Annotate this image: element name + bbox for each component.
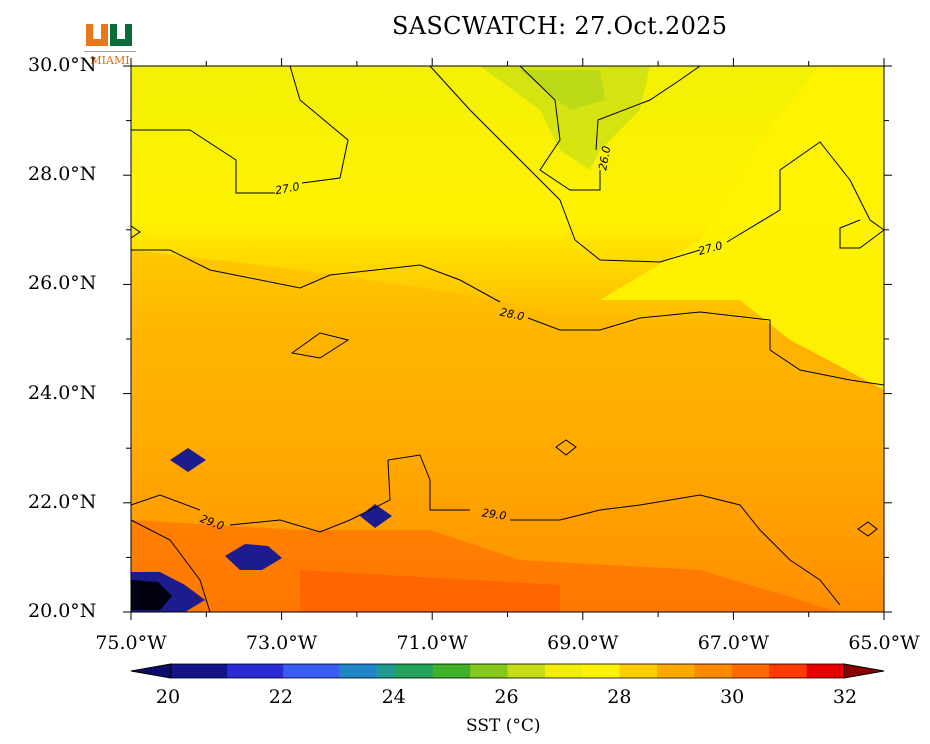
colorbar-segment — [488, 664, 508, 678]
colorbar-tick-label: 22 — [268, 686, 293, 708]
colorbar-segment — [245, 664, 265, 678]
colorbar-segment — [320, 664, 340, 678]
colorbar-segment — [189, 664, 209, 678]
logo-rule — [84, 51, 136, 52]
colorbar-segment — [227, 664, 247, 678]
x-tick-label: 65.0°W — [848, 632, 920, 654]
colorbar-segment — [619, 664, 639, 678]
colorbar-title: SST (°C) — [466, 716, 541, 736]
contour-label: 29.0 — [481, 506, 507, 522]
colorbar-segment — [414, 664, 434, 678]
colorbar-segment — [694, 664, 714, 678]
y-tick-label: 22.0°N — [28, 490, 97, 513]
colorbar-segment — [432, 664, 452, 678]
colorbar-segment — [638, 664, 658, 678]
miami-logo: MIAMI — [82, 20, 138, 70]
colorbar-tick-label: 28 — [607, 686, 632, 708]
axis-ticks — [123, 58, 892, 620]
x-tick-label: 75.0°W — [95, 632, 167, 654]
x-tick-label: 69.0°W — [547, 632, 619, 654]
colorbar-segment — [470, 664, 490, 678]
colorbar-segment — [507, 664, 527, 678]
contour-label: 27.0 — [697, 239, 724, 258]
colorbar-segment — [657, 664, 677, 678]
colorbar-segment — [769, 664, 789, 678]
colorbar-segment — [806, 664, 826, 678]
y-tick-label: 26.0°N — [28, 272, 97, 295]
colorbar-tick-label: 32 — [832, 686, 858, 708]
y-tick-label: 28.0°N — [28, 163, 97, 186]
x-tick-label: 71.0°W — [396, 632, 468, 654]
colorbar-segment — [283, 664, 303, 678]
colorbar-segment — [582, 664, 602, 678]
x-tick-label: 67.0°W — [697, 632, 770, 654]
y-tick-label: 20.0°N — [28, 600, 97, 622]
colorbar-segment — [376, 664, 396, 678]
colorbar-tick-label: 20 — [155, 686, 181, 708]
y-tick-label: 30.0°N — [28, 54, 97, 76]
colorbar-tick-label: 24 — [381, 686, 406, 708]
contour-label: 26.0 — [596, 145, 613, 171]
colorbar-tick-label: 30 — [720, 686, 745, 708]
colorbar-segment — [301, 664, 322, 678]
colorbar-segment — [264, 664, 284, 678]
colorbar-low-arrow — [130, 663, 172, 679]
colorbar-segment — [357, 664, 378, 678]
colorbar-segment — [600, 664, 621, 678]
contour-label: 27.0 — [274, 180, 300, 197]
colorbar-segment — [339, 664, 359, 678]
colorbar-segment — [526, 664, 546, 678]
contour-label: 28.0 — [499, 306, 526, 324]
colorbar-segment — [563, 664, 583, 678]
colorbar-segment — [395, 664, 415, 678]
x-tick-label: 73.0°W — [245, 632, 318, 654]
colorbar-tick-label: 26 — [494, 686, 519, 708]
colorbar-segment — [787, 664, 808, 678]
colorbar-high-arrow — [843, 663, 885, 679]
y-tick-label: 24.0°N — [28, 381, 97, 404]
colorbar — [130, 663, 885, 679]
colorbar-segment — [713, 664, 733, 678]
colorbar-segment — [171, 664, 191, 678]
colorbar-segment — [825, 664, 845, 678]
colorbar-segment — [675, 664, 695, 678]
colorbar-segment — [451, 664, 471, 678]
figure-title: SASCWATCH: 27.Oct.2025 — [392, 12, 728, 40]
logo-text: MIAMI — [90, 54, 130, 67]
colorbar-segment — [731, 664, 752, 678]
colorbar-segment — [208, 664, 228, 678]
colorbar-segment — [750, 664, 770, 678]
miami-u-logo-icon — [86, 24, 132, 46]
colorbar-outline — [170, 663, 845, 679]
contour-lines — [130, 65, 885, 613]
colorbar-segment — [544, 664, 565, 678]
